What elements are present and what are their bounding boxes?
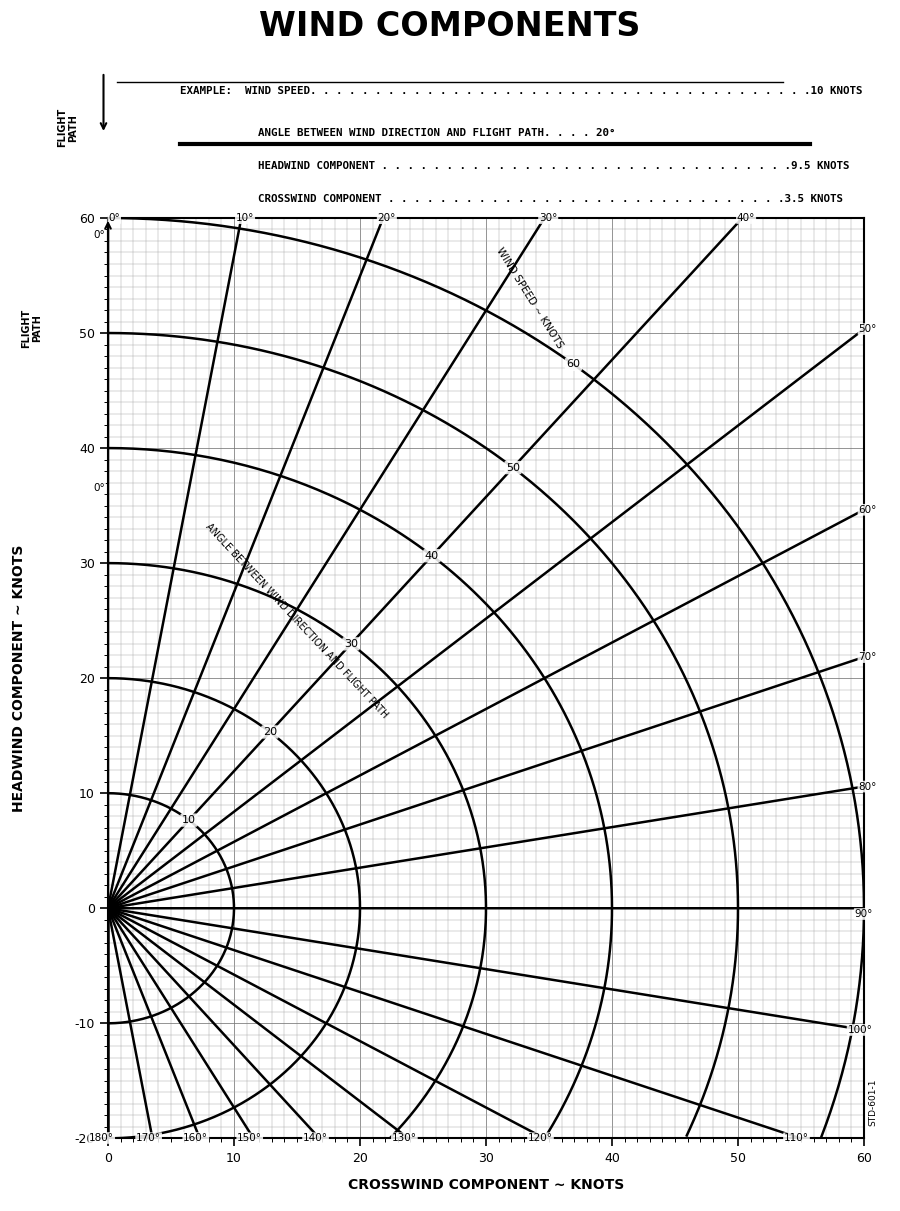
Text: 20: 20 — [263, 727, 277, 737]
Text: 60: 60 — [566, 360, 580, 369]
Text: 70°: 70° — [859, 652, 877, 662]
Text: STD-601-1: STD-601-1 — [868, 1079, 878, 1126]
Text: 0°: 0° — [94, 230, 105, 240]
Text: 50: 50 — [506, 463, 520, 472]
Text: ANGLE BETWEEN WIND DIRECTION AND FLIGHT PATH: ANGLE BETWEEN WIND DIRECTION AND FLIGHT … — [204, 521, 390, 721]
Text: HEADWIND COMPONENT . . . . . . . . . . . . . . . . . . . . . . . . . . . . . . .: HEADWIND COMPONENT . . . . . . . . . . .… — [180, 161, 850, 171]
Text: 110°: 110° — [784, 1133, 809, 1143]
Text: 60°: 60° — [859, 505, 877, 515]
X-axis label: CROSSWIND COMPONENT ∼ KNOTS: CROSSWIND COMPONENT ∼ KNOTS — [348, 1178, 624, 1193]
Text: 80°: 80° — [859, 781, 877, 792]
Text: 160°: 160° — [184, 1133, 208, 1143]
Text: 180°: 180° — [89, 1133, 114, 1143]
Text: 40: 40 — [425, 551, 439, 561]
Text: 10: 10 — [182, 815, 196, 825]
Text: 30: 30 — [344, 639, 358, 649]
Text: 30°: 30° — [539, 213, 557, 223]
Text: 120°: 120° — [528, 1133, 553, 1143]
Text: 100°: 100° — [848, 1025, 872, 1035]
Text: 50°: 50° — [859, 325, 877, 334]
Text: ANGLE BETWEEN WIND DIRECTION AND FLIGHT PATH. . . . 20°: ANGLE BETWEEN WIND DIRECTION AND FLIGHT … — [180, 127, 616, 138]
Text: WIND COMPONENTS: WIND COMPONENTS — [259, 11, 641, 44]
Y-axis label: HEADWIND COMPONENT ∼ KNOTS: HEADWIND COMPONENT ∼ KNOTS — [12, 545, 26, 811]
Text: EXAMPLE:  WIND SPEED. . . . . . . . . . . . . . . . . . . . . . . . . . . . . . : EXAMPLE: WIND SPEED. . . . . . . . . . .… — [180, 86, 862, 97]
Text: 170°: 170° — [136, 1133, 161, 1143]
Text: WIND SPEED ∼ KNOTS: WIND SPEED ∼ KNOTS — [494, 246, 565, 350]
Text: 130°: 130° — [392, 1133, 417, 1143]
Text: 0°: 0° — [108, 213, 121, 223]
Text: 150°: 150° — [238, 1133, 262, 1143]
Text: 140°: 140° — [303, 1133, 328, 1143]
Text: 10°: 10° — [236, 213, 254, 223]
Text: CROSSWIND COMPONENT . . . . . . . . . . . . . . . . . . . . . . . . . . . . . . : CROSSWIND COMPONENT . . . . . . . . . . … — [180, 194, 843, 203]
Text: 0°: 0° — [94, 483, 105, 493]
Text: 20°: 20° — [378, 213, 396, 223]
Text: 40°: 40° — [737, 213, 755, 223]
Text: FLIGHT
PATH: FLIGHT PATH — [21, 309, 42, 348]
Text: FLIGHT
PATH: FLIGHT PATH — [57, 108, 78, 148]
Text: 90°: 90° — [855, 909, 873, 919]
